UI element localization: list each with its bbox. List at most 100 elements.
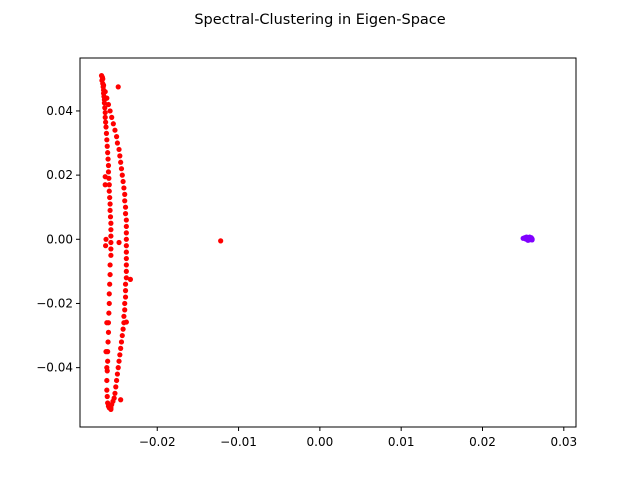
data-point [108, 220, 114, 226]
data-point [102, 174, 108, 180]
data-point [111, 395, 117, 401]
data-point [109, 114, 115, 120]
data-point [119, 172, 125, 178]
data-point [105, 162, 112, 169]
data-point [107, 214, 114, 220]
data-point [123, 262, 129, 268]
data-point [122, 281, 129, 287]
data-point [102, 105, 108, 111]
y-tick-label: −0.04 [36, 361, 73, 375]
data-point [108, 227, 114, 233]
data-point [104, 143, 110, 149]
data-point [112, 390, 118, 396]
data-point [123, 249, 129, 255]
data-point [118, 345, 124, 351]
data-point [218, 238, 224, 244]
data-point [108, 406, 114, 412]
data-point [127, 276, 134, 282]
data-point [107, 281, 113, 287]
y-axis: −0.04 −0.02 0.00 0.02 0.04 [36, 104, 80, 375]
data-point [102, 109, 108, 116]
data-point [117, 352, 123, 358]
data-point [98, 73, 105, 79]
y-tick-label: −0.02 [36, 296, 73, 310]
data-point [110, 121, 116, 127]
chart-title: Spectral-Clustering in Eigen-Space [194, 12, 445, 28]
data-point [102, 114, 108, 120]
data-point [108, 252, 114, 258]
data-point [120, 326, 126, 332]
x-tick-label: 0.03 [550, 435, 577, 449]
data-point [105, 169, 112, 175]
data-point [118, 397, 124, 403]
data-point [123, 217, 129, 223]
data-point [105, 329, 112, 335]
data-point [103, 349, 109, 355]
x-tick-label: 0.02 [469, 435, 496, 449]
data-point [103, 236, 109, 242]
data-point [100, 82, 107, 88]
data-point [121, 313, 127, 319]
data-point [119, 332, 125, 339]
data-point [123, 319, 129, 325]
data-point [103, 243, 109, 249]
data-point [114, 140, 120, 146]
data-point [107, 207, 113, 214]
data-point [106, 188, 112, 194]
data-point [102, 182, 108, 188]
data-point [116, 239, 122, 246]
x-axis: −0.02 −0.01 0.00 0.01 0.02 0.03 [139, 427, 577, 449]
x-tick-label: −0.02 [139, 435, 176, 449]
data-point [107, 108, 113, 114]
data-point [106, 291, 112, 297]
data-point [123, 255, 129, 262]
data-point [123, 223, 129, 230]
data-point [122, 300, 128, 307]
data-point [115, 84, 121, 90]
data-point [108, 246, 114, 252]
data-point [123, 236, 129, 242]
data-point [104, 320, 110, 326]
data-point [118, 159, 124, 165]
data-point [118, 166, 125, 172]
data-point [121, 185, 127, 191]
data-point [104, 377, 110, 384]
points-layer [98, 73, 535, 412]
data-point [112, 127, 118, 133]
data-point [106, 182, 112, 188]
data-point [106, 310, 112, 316]
data-point [122, 191, 128, 197]
data-point [104, 387, 110, 393]
data-point [106, 300, 112, 307]
data-point [105, 156, 111, 162]
y-tick-label: 0.00 [46, 232, 73, 246]
data-point [107, 194, 113, 201]
data-point [107, 262, 113, 268]
data-point [101, 100, 107, 106]
data-point [107, 201, 113, 207]
data-point [113, 134, 120, 140]
data-point [122, 288, 129, 294]
data-point [105, 358, 111, 364]
data-point [116, 146, 122, 153]
data-point [122, 204, 129, 210]
data-point [104, 137, 110, 143]
data-point [104, 393, 110, 400]
data-point [103, 130, 110, 136]
data-point [103, 119, 109, 125]
data-point [122, 294, 129, 300]
data-point [122, 307, 128, 313]
data-point [123, 268, 129, 274]
y-tick-label: 0.02 [46, 168, 73, 182]
data-point [123, 275, 129, 281]
data-point [105, 101, 112, 108]
data-point [105, 339, 111, 345]
x-tick-label: −0.01 [220, 435, 257, 449]
data-point [113, 377, 120, 384]
data-point [108, 239, 114, 246]
data-point [123, 230, 129, 236]
data-point [104, 365, 110, 371]
data-point [120, 178, 126, 185]
data-point [114, 371, 120, 377]
data-point [118, 339, 125, 345]
